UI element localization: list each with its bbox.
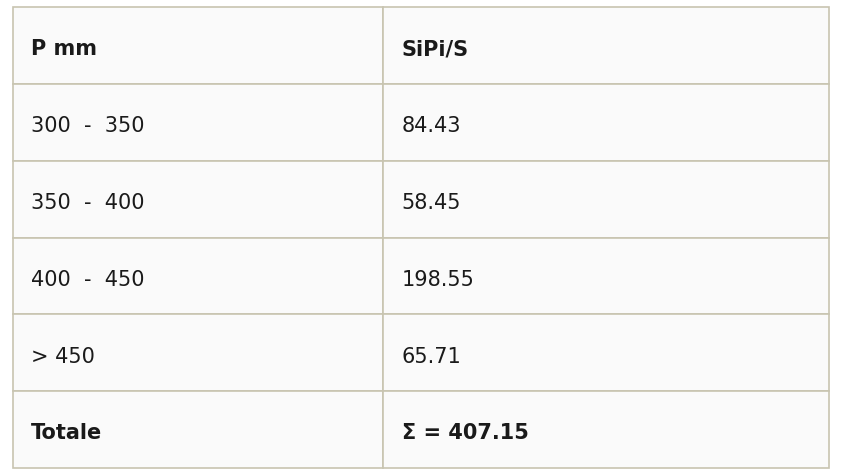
Text: 198.55: 198.55 [402,270,475,290]
Bar [383,84,829,161]
Text: 84.43: 84.43 [402,116,461,136]
Bar [383,391,829,468]
Bar [383,161,829,238]
Bar [13,7,383,84]
Bar [13,84,383,161]
Text: SiPi/S: SiPi/S [402,39,469,59]
Bar [383,314,829,391]
Bar [13,314,383,391]
Text: 400  -  450: 400 - 450 [31,270,145,290]
Text: 65.71: 65.71 [402,347,461,367]
Text: 350  -  400: 350 - 400 [31,193,145,213]
Bar [13,238,383,314]
Bar [13,161,383,238]
Bar [383,7,829,84]
Text: Σ = 407.15: Σ = 407.15 [402,423,529,443]
Text: > 450: > 450 [31,347,95,367]
Bar [383,238,829,314]
Bar [13,391,383,468]
Text: P mm: P mm [31,39,97,59]
Text: Totale: Totale [31,423,103,443]
Text: 58.45: 58.45 [402,193,461,213]
Text: 300  -  350: 300 - 350 [31,116,145,136]
